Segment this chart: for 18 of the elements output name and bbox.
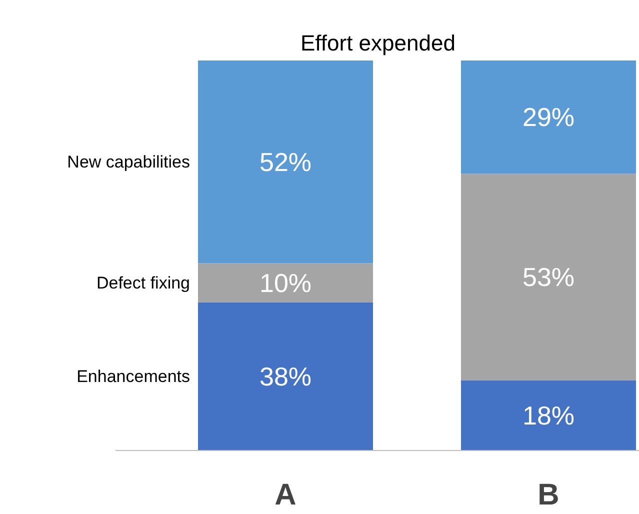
- x-tick-label: A: [274, 478, 296, 512]
- data-label: 38%: [259, 361, 312, 392]
- series-label: New capabilities: [67, 152, 190, 172]
- data-label: 29%: [522, 102, 575, 132]
- bar: [461, 174, 636, 380]
- x-tick-label: B: [538, 478, 560, 512]
- data-label: 52%: [259, 146, 312, 177]
- data-label: 10%: [259, 268, 312, 298]
- series-label: Enhancements: [76, 366, 190, 386]
- bar: [198, 60, 373, 264]
- chart-title: Effort expended: [300, 30, 456, 56]
- series-label: Defect fixing: [96, 273, 190, 292]
- data-label: 18%: [522, 400, 575, 430]
- data-label: 53%: [522, 262, 575, 292]
- bar: [461, 60, 636, 174]
- bar: [198, 302, 373, 450]
- bar: [461, 380, 636, 450]
- bar: [198, 263, 373, 302]
